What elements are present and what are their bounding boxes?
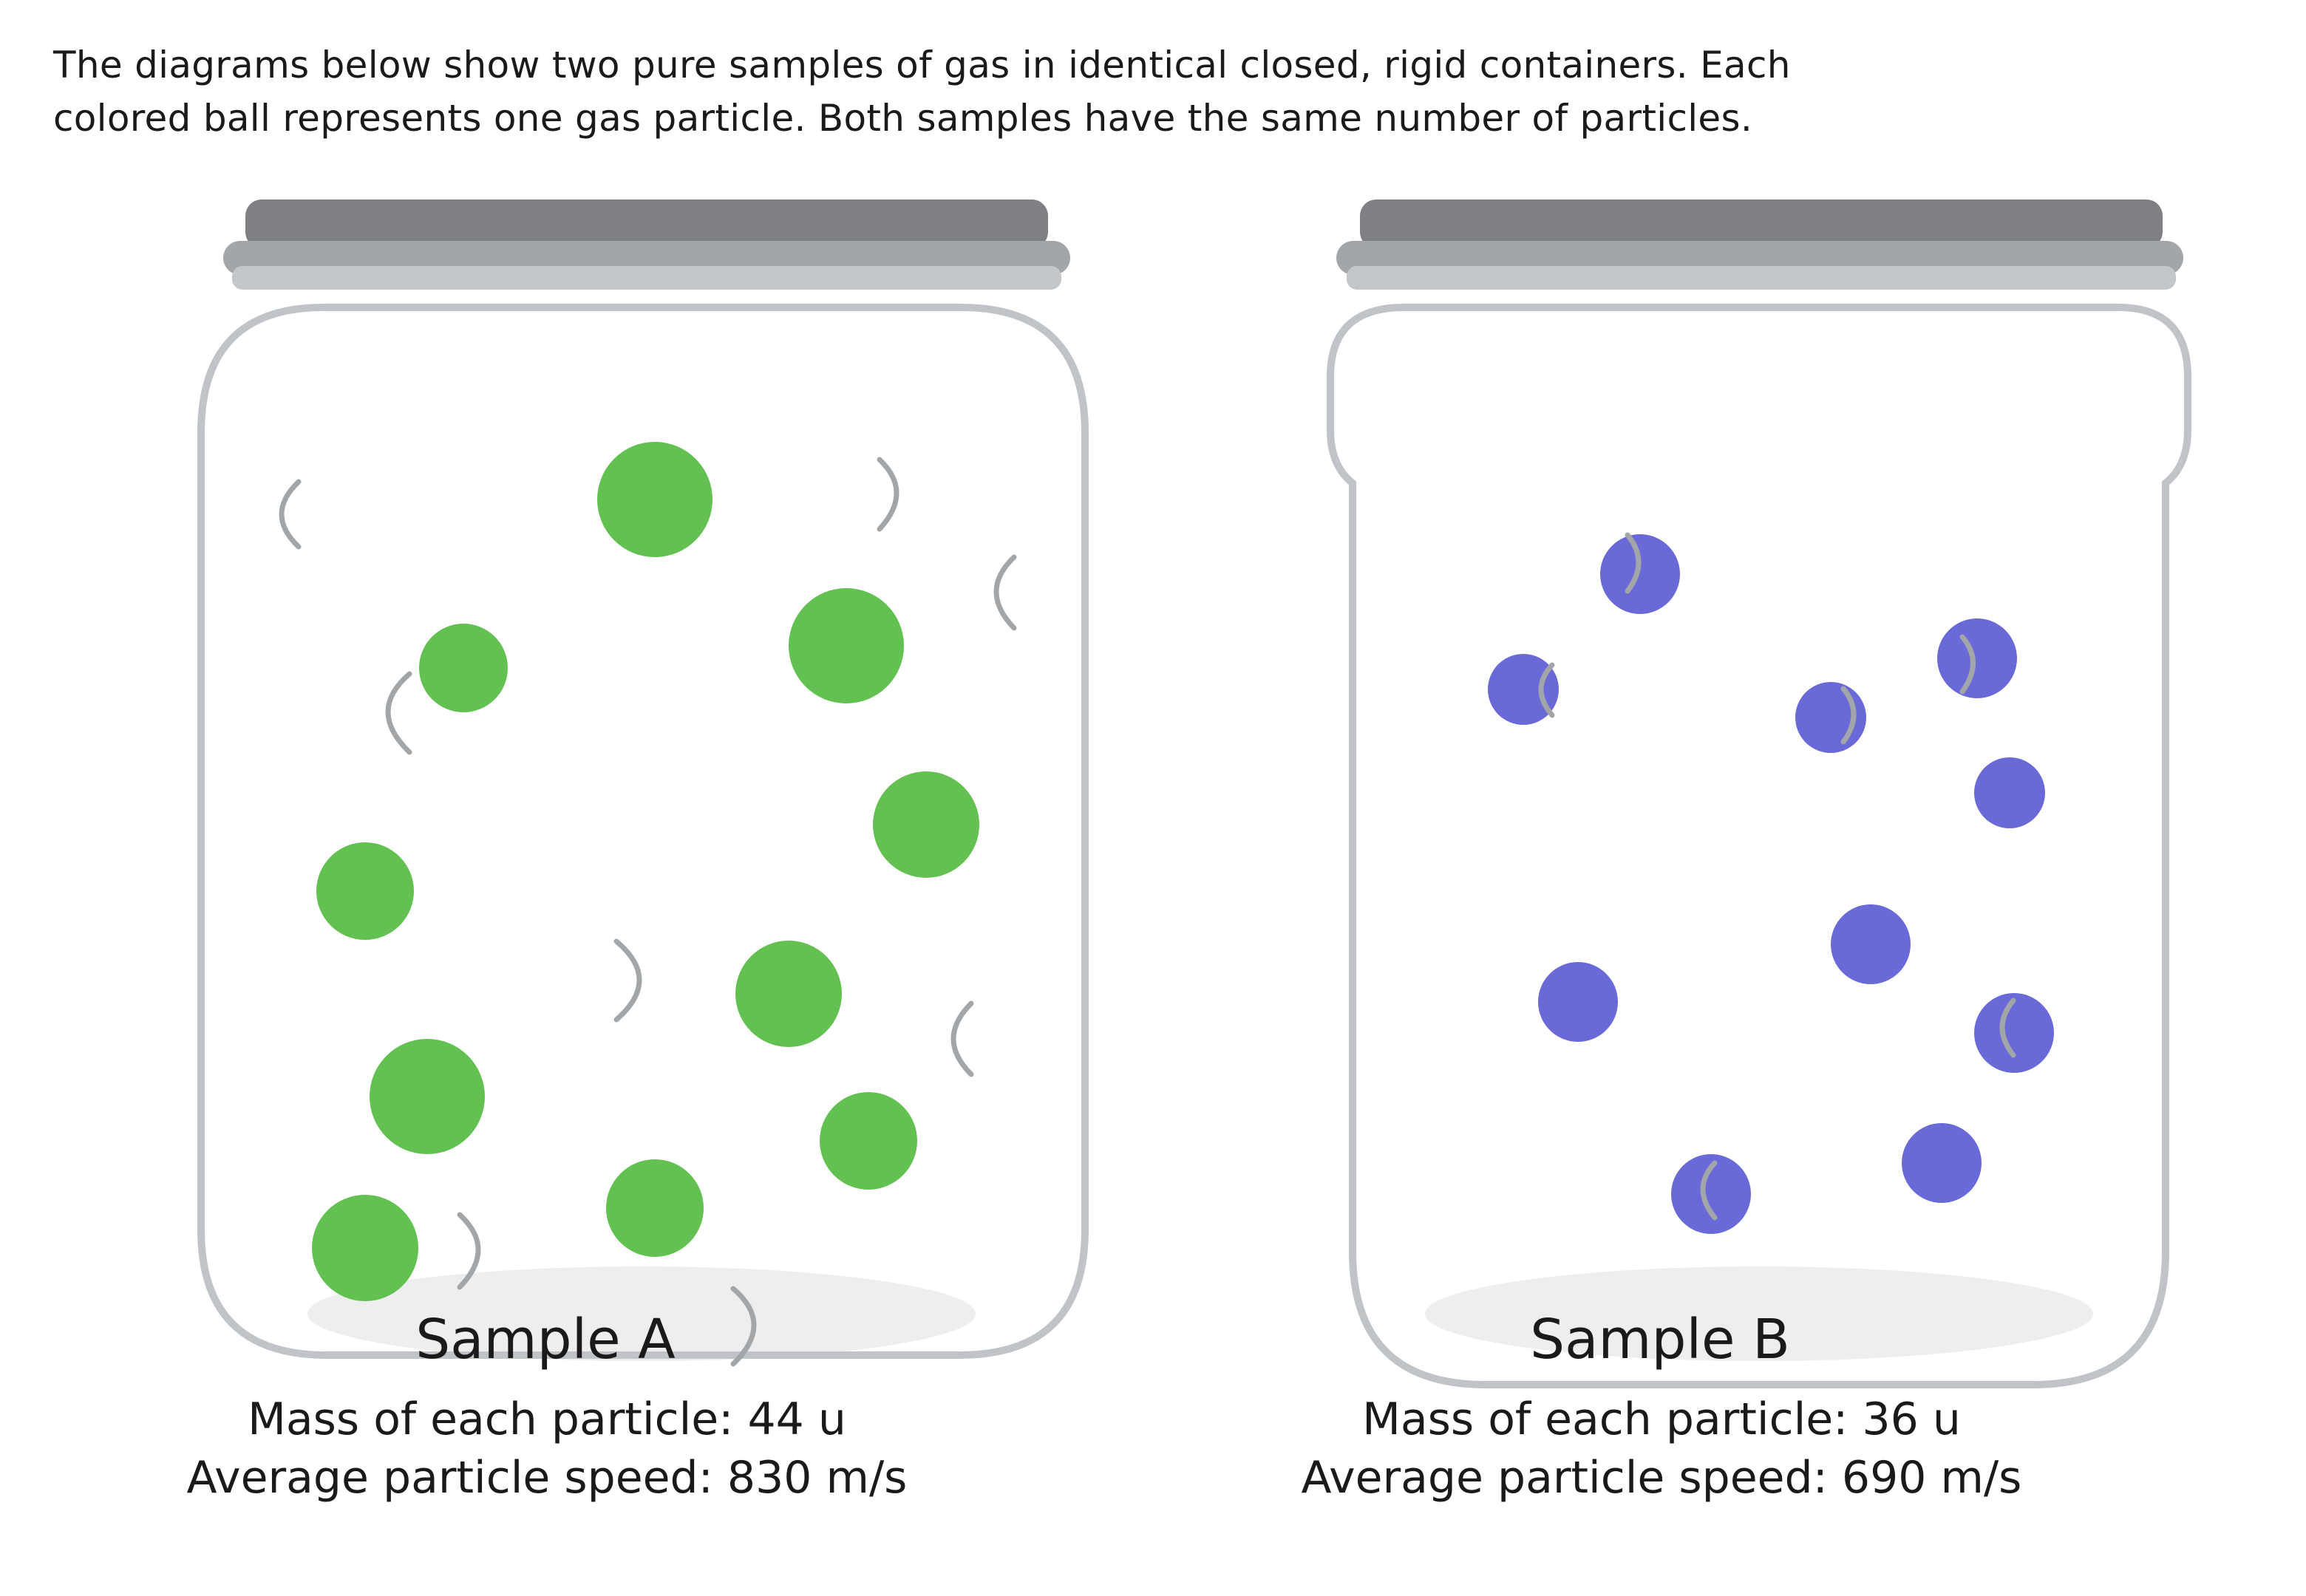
sample-a-lid-top [245, 200, 1048, 248]
motion-arc-icon [385, 671, 412, 755]
sample-a-lid [223, 200, 1070, 290]
sample-b-jar-outline [1327, 304, 2191, 1388]
sample-b-particle [1974, 757, 2045, 828]
sample-b-base-shadow [1425, 1266, 2093, 1361]
sample-b-particle [1600, 534, 1680, 614]
motion-arc-icon [1625, 532, 1642, 594]
motion-arc-icon [1700, 1160, 1718, 1221]
sample-a-lid-band [232, 266, 1061, 290]
sample-a-particle [820, 1092, 917, 1190]
sample-b-mass: Mass of each particle: 36 u [1362, 1394, 1961, 1445]
sample-b-particle [1538, 962, 1618, 1042]
sample-a-jar [197, 200, 1089, 1361]
sample-a-particle [735, 941, 842, 1047]
motion-arc-icon [993, 554, 1017, 631]
sample-b-particle [1974, 993, 2054, 1073]
sample-b-particle [1488, 654, 1559, 725]
sample-a-particle [606, 1159, 704, 1257]
sample-a-particles [312, 442, 979, 1301]
sample-b-title: Sample B [1530, 1308, 1790, 1371]
sample-b-particle [1671, 1154, 1751, 1234]
sample-a-particle [789, 588, 904, 703]
motion-arc-icon [613, 938, 642, 1023]
sample-b-particle [1937, 618, 2017, 698]
sample-a-labels: Sample A Mass of each particle: 44 u Ave… [187, 1308, 908, 1504]
sample-a-particle [597, 442, 712, 557]
sample-a-particle [316, 842, 414, 940]
sample-b-jar [1327, 200, 2191, 1388]
sample-b-lid [1336, 200, 2183, 290]
sample-b-particles [1488, 534, 2054, 1234]
motion-arc-icon [730, 1286, 757, 1367]
motion-arc-icon [877, 457, 899, 532]
intro-text: The diagrams below show two pure samples… [53, 38, 2197, 145]
motion-arc-icon [950, 1000, 974, 1077]
sample-b-labels: Sample B Mass of each particle: 36 u Ave… [1302, 1308, 2022, 1504]
sample-b-particle [1902, 1123, 1982, 1203]
motion-arc-icon [1840, 686, 1857, 745]
sample-b-lid-band [1347, 266, 2176, 290]
sample-a-particle [419, 624, 508, 712]
sample-b-lid-top [1360, 200, 2163, 248]
sample-a-mass: Mass of each particle: 44 u [248, 1394, 846, 1445]
motion-arc-icon [1538, 662, 1555, 718]
motion-arc-icon [1959, 634, 1976, 695]
sample-a-base-shadow [307, 1266, 976, 1361]
sample-a-speed: Average particle speed: 830 m/s [187, 1452, 908, 1504]
motion-arc-icon [1999, 998, 2016, 1058]
sample-b-particle [1831, 904, 1911, 984]
sample-a-jar-outline [197, 304, 1089, 1359]
sample-a-motion-marks [279, 457, 1017, 1367]
intro-line-2: colored ball represents one gas particle… [53, 97, 1753, 140]
motion-arc-icon [279, 479, 302, 550]
sample-b-motion-marks [1538, 532, 2016, 1221]
sample-b-speed: Average particle speed: 690 m/s [1302, 1452, 2022, 1504]
motion-arc-icon [457, 1212, 481, 1290]
intro-line-1: The diagrams below show two pure samples… [53, 44, 1791, 86]
sample-a-particle [370, 1039, 485, 1154]
sample-a-particle [873, 771, 979, 878]
sample-a-title: Sample A [415, 1308, 676, 1371]
sample-a-particle [312, 1195, 418, 1301]
